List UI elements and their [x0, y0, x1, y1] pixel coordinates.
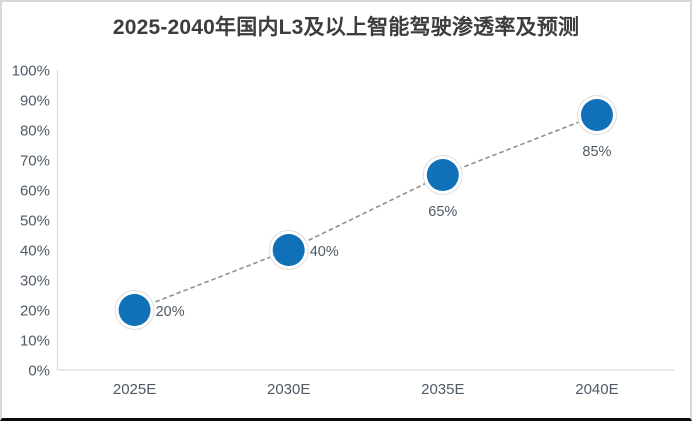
data-point-marker [118, 294, 151, 326]
data-point-label: 65% [428, 204, 457, 220]
y-axis-tick-label: 80% [20, 122, 50, 139]
y-axis-tick-label: 50% [20, 212, 50, 229]
data-point-marker [580, 99, 613, 131]
y-axis-tick-label: 20% [20, 302, 50, 319]
data-point-label: 20% [156, 304, 185, 320]
data-point-marker [426, 159, 459, 191]
data-point-marker [272, 234, 305, 266]
y-axis-tick-label: 40% [20, 242, 50, 259]
data-point-label: 85% [582, 144, 611, 160]
x-axis-tick-label: 2040E [575, 381, 618, 398]
trend-line [134, 114, 598, 311]
data-point-label: 40% [310, 244, 339, 260]
y-axis-tick-label: 0% [28, 362, 50, 379]
y-axis-tick-label: 30% [20, 272, 50, 289]
y-axis-tick-label: 60% [20, 182, 50, 199]
x-axis-tick-label: 2025E [113, 381, 156, 398]
x-axis-tick-label: 2030E [267, 381, 310, 398]
y-axis-tick-label: 90% [20, 92, 50, 109]
y-axis-tick-label: 10% [20, 332, 50, 349]
y-axis-tick-label: 100% [12, 62, 50, 79]
y-axis-tick-label: 70% [20, 152, 50, 169]
chart-title: 2025-2040年国内L3及以上智能驾驶渗透率及预测 [112, 16, 580, 39]
x-axis-tick-label: 2035E [421, 381, 464, 398]
